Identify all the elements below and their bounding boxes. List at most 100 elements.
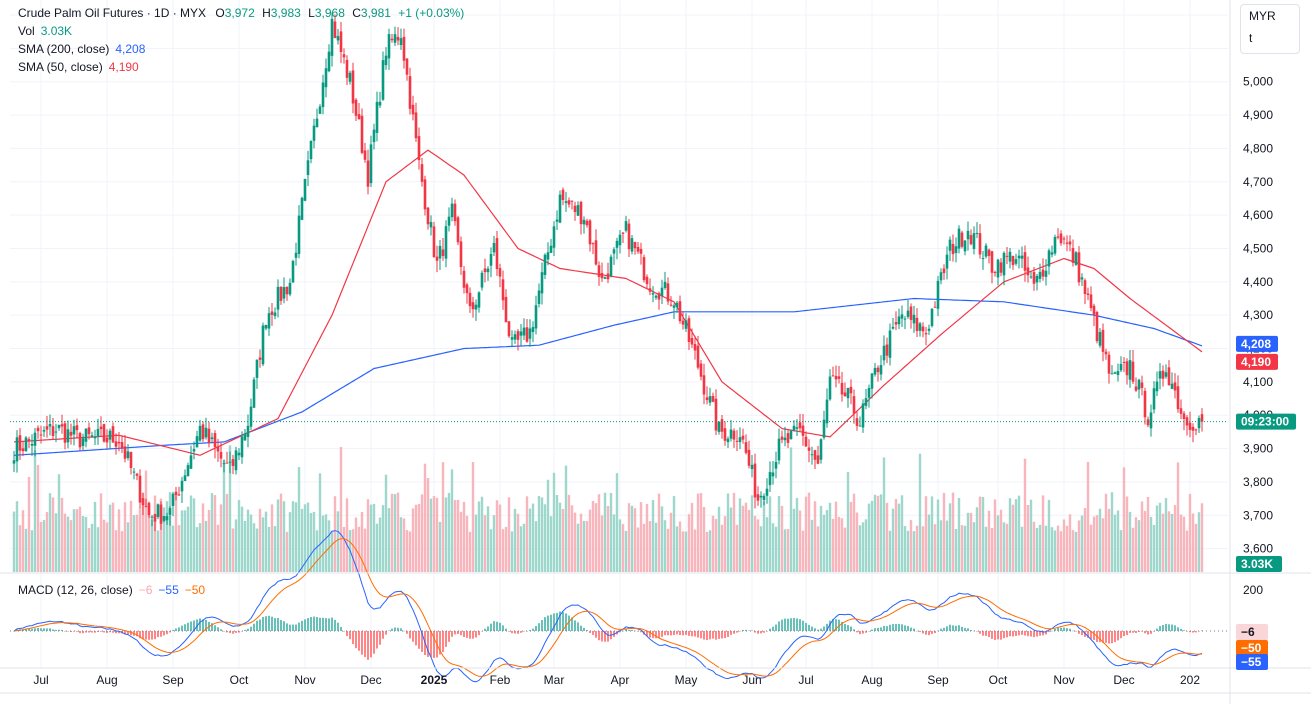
currency-unit-selector[interactable]: MYR t: [1240, 4, 1300, 54]
candle-body: [849, 386, 853, 394]
macd-histogram-bar: [124, 631, 126, 635]
macd-histogram-bar: [202, 619, 204, 631]
volume-bar: [678, 521, 682, 572]
macd-histogram-bar: [712, 631, 714, 639]
currency-code[interactable]: MYR: [1249, 9, 1276, 23]
volume-bar: [990, 528, 994, 572]
volume-bar: [183, 510, 187, 572]
candle-body: [384, 55, 388, 66]
macd-histogram-bar: [625, 628, 627, 631]
volume-bar: [60, 497, 64, 572]
candle-body: [36, 427, 40, 432]
currency-unit[interactable]: t: [1249, 31, 1253, 45]
volume-bar: [810, 519, 814, 572]
volume-bar: [123, 502, 127, 572]
volume-bar: [702, 506, 706, 572]
macd-histogram-bar: [859, 631, 861, 635]
volume-bar: [351, 529, 355, 572]
macd-legend[interactable]: MACD (12, 26, close) −6 −55 −50: [18, 581, 205, 599]
macd-line-badge: −55: [1236, 654, 1268, 670]
candle-body: [765, 488, 769, 496]
volume-bar: [135, 514, 139, 572]
macd-histogram-bar: [910, 627, 912, 631]
candle-body: [402, 36, 406, 61]
volume-bar: [444, 497, 448, 572]
macd-histogram-bar: [784, 618, 786, 631]
macd-histogram-bar: [1180, 628, 1182, 631]
candle-body: [741, 435, 745, 440]
volume-bar: [981, 497, 985, 572]
macd-histogram-bar: [808, 624, 810, 631]
symbol-title[interactable]: Crude Palm Oil Futures · 1D · MYX: [18, 6, 207, 20]
volume-bar: [591, 500, 595, 572]
candle-body: [360, 115, 364, 153]
volume-bar: [792, 508, 796, 572]
macd-histogram-bar: [34, 628, 36, 631]
volume-bar: [534, 521, 538, 572]
volume-bar: [984, 526, 988, 572]
macd-histogram-bar: [496, 621, 498, 631]
macd-histogram-bar: [400, 628, 402, 631]
volume-bar: [1026, 504, 1030, 572]
volume-bar: [495, 500, 499, 572]
macd-histogram-bar: [667, 631, 669, 636]
volume-bar: [249, 514, 253, 572]
volume-bar: [336, 511, 340, 572]
time-tick-label: Sep: [927, 673, 949, 687]
candle-body: [816, 455, 820, 464]
volume-bar: [918, 453, 922, 572]
macd-histogram-bar: [1111, 631, 1113, 644]
macd-histogram-bar: [247, 628, 249, 631]
volume-bar: [582, 520, 586, 572]
macd-histogram-bar: [1168, 624, 1170, 631]
volume-legend[interactable]: Vol 3.03K: [18, 22, 72, 40]
candle-body: [630, 238, 634, 252]
macd-histogram-bar: [46, 628, 48, 631]
volume-bar: [219, 504, 223, 572]
volume-bar: [1044, 525, 1048, 572]
volume-bar: [120, 531, 124, 572]
volume-bar: [90, 523, 94, 572]
candle-body: [432, 226, 436, 258]
price-tick-label: 4,500: [1243, 241, 1273, 255]
macd-histogram-bar: [289, 624, 291, 631]
macd-histogram-bar: [490, 623, 492, 631]
candle-body: [936, 280, 940, 309]
macd-histogram-bar: [1105, 631, 1107, 643]
candle-body: [540, 272, 544, 294]
volume-bar: [15, 501, 19, 572]
macd-histogram-bar: [853, 629, 855, 631]
candle-body: [840, 382, 844, 395]
macd-histogram-bar: [733, 631, 735, 634]
macd-signal-line: [13, 538, 1203, 677]
macd-histogram-bar: [1048, 631, 1050, 633]
candle-body: [1035, 275, 1039, 283]
volume-bar: [888, 530, 892, 572]
sma200-legend[interactable]: SMA (200, close) 4,208: [18, 40, 145, 58]
macd-histogram-bar: [655, 631, 657, 639]
macd-histogram-bar: [928, 631, 930, 636]
candle-body: [483, 268, 487, 273]
volume-bar: [258, 508, 262, 572]
macd-histogram-bar: [682, 631, 684, 636]
macd-histogram-bar: [412, 631, 414, 642]
sma50-legend[interactable]: SMA (50, close) 4,190: [18, 58, 139, 76]
macd-histogram-bar: [49, 628, 51, 631]
macd-histogram-bar: [466, 631, 468, 638]
macd-histogram-bar: [94, 631, 96, 633]
volume-bar: [1101, 518, 1105, 572]
countdown-badge-bg: [1236, 413, 1296, 430]
candle-body: [153, 514, 157, 522]
candle-body: [978, 233, 982, 255]
candle-body: [225, 462, 229, 464]
candle-body: [492, 242, 496, 253]
macd-histogram-bar: [727, 631, 729, 637]
macd-histogram-bar: [163, 631, 165, 636]
candle-body: [339, 31, 343, 52]
candle-body: [915, 317, 919, 331]
macd-histogram-bar: [406, 631, 408, 634]
candle-body: [1125, 361, 1129, 376]
volume-bar: [951, 492, 955, 572]
